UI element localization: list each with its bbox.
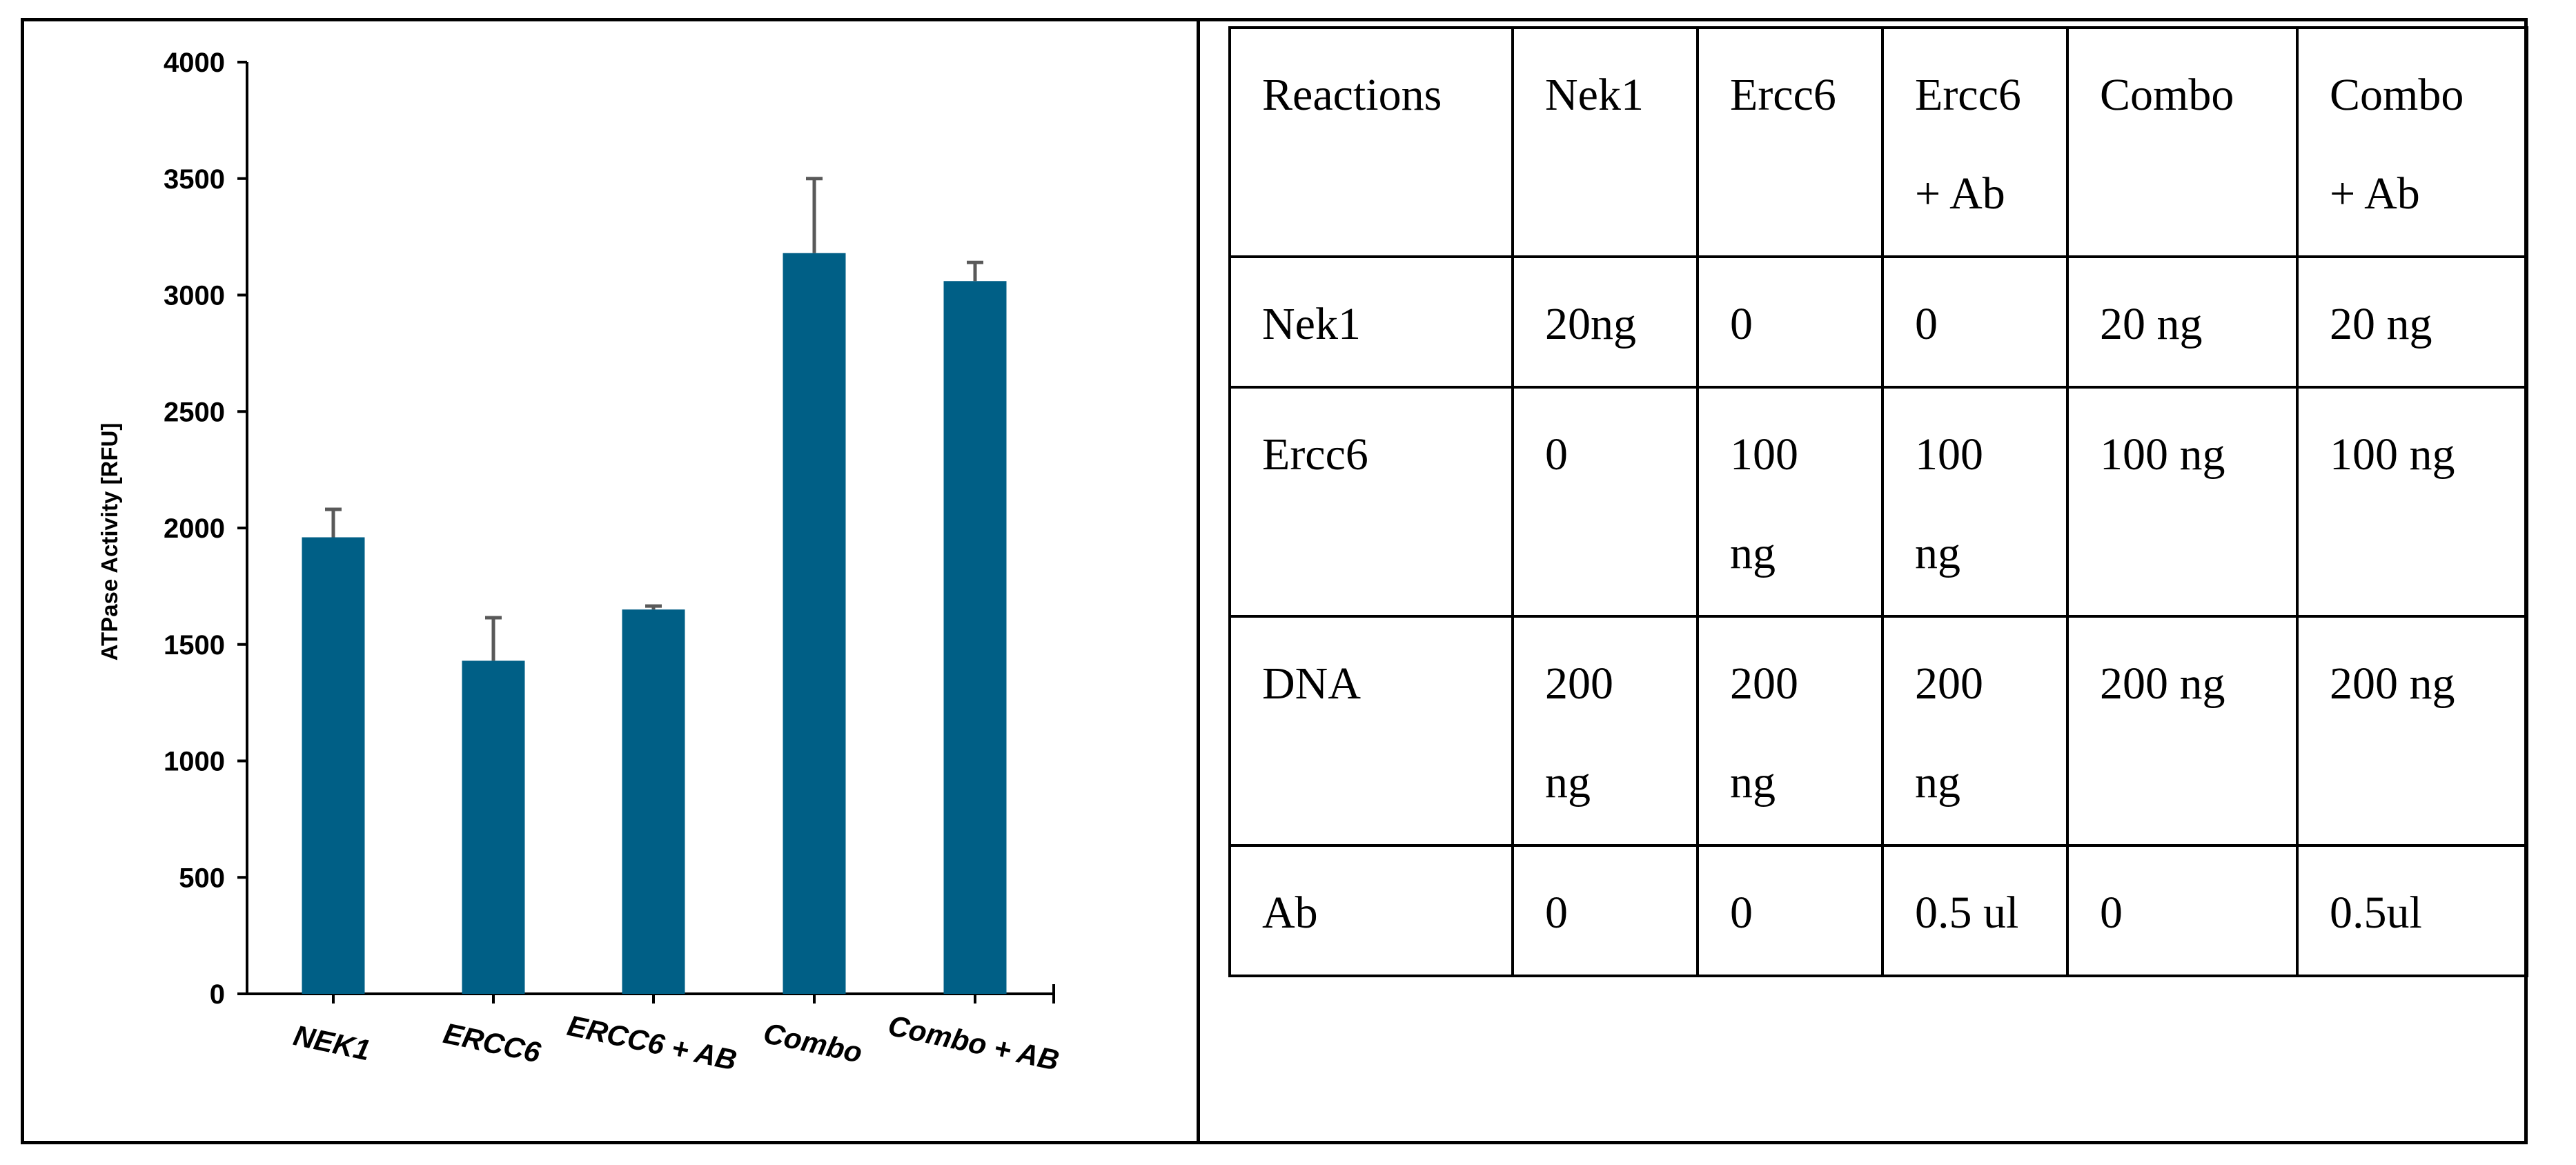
- y-tick-label: 1000: [164, 747, 225, 777]
- category-label-2: ERCC6 + AB: [564, 1009, 740, 1077]
- cell-text: Ab: [1262, 888, 1318, 938]
- cell-text: 100 ng: [2100, 429, 2225, 480]
- table-row: Ercc6 0 100 ng 100 ng 100 ng 100 ng: [1228, 386, 2528, 618]
- cell-text: 0.5ul: [2330, 888, 2422, 938]
- cell-text: 200 ng: [2100, 658, 2225, 709]
- table-header-cell: Ercc6 + Ab: [1881, 26, 2069, 258]
- y-tick-label: 4000: [164, 48, 225, 78]
- y-tick-label: 3500: [164, 164, 225, 195]
- table-cell: 0: [1511, 844, 1699, 977]
- bar-chart: 0 500 1000 1500 2000 2500 3000 3500 4000 ATPase …: [97, 48, 1062, 1077]
- cell-text: 20ng: [1545, 299, 1636, 349]
- category-label-3: Combo: [760, 1017, 865, 1069]
- category-label-1: ERCC6: [440, 1017, 544, 1069]
- cell-text: Nek1: [1262, 299, 1361, 349]
- cell-text: DNA: [1262, 658, 1361, 709]
- cell-text: 200: [1915, 658, 1983, 709]
- y-tick-label: 2500: [164, 397, 225, 427]
- cell-text: ng: [1730, 528, 1776, 578]
- cell-text: Ercc6: [1262, 429, 1368, 480]
- panel-divider: [1197, 18, 1200, 1144]
- table-cell: DNA: [1228, 615, 1514, 847]
- table-row: Ab 0 0 0.5 ul 0 0.5ul: [1228, 844, 2528, 977]
- table-cell: 0: [1696, 844, 1884, 977]
- chart-panel: 0 500 1000 1500 2000 2500 3000 3500 4000 ATPase …: [24, 21, 1197, 1141]
- cell-text: 100 ng: [2330, 429, 2455, 480]
- cell-text: 0: [1730, 299, 1753, 349]
- cell-text: 0: [1545, 888, 1568, 938]
- cell-text: Combo: [2330, 70, 2464, 120]
- table-cell: 0.5ul: [2296, 844, 2528, 977]
- cell-text: 200: [1730, 658, 1798, 709]
- category-label-4: Combo + AB: [885, 1009, 1062, 1077]
- table-cell: 200 ng: [2296, 615, 2528, 847]
- cell-text: 0: [1730, 888, 1753, 938]
- table-cell: 0: [1696, 255, 1884, 389]
- cell-text: Reactions: [1262, 70, 1442, 120]
- table-cell: 200 ng: [1696, 615, 1884, 847]
- cell-text: 20 ng: [2330, 299, 2432, 349]
- y-tick-label: 500: [179, 863, 225, 893]
- cell-text: ng: [1730, 757, 1776, 807]
- cell-text: 0: [1545, 429, 1568, 480]
- cell-text: Ercc6: [1730, 70, 1836, 120]
- cell-text: 20 ng: [2100, 299, 2203, 349]
- table-cell: 0: [1511, 386, 1699, 618]
- cell-text: ng: [1545, 757, 1591, 807]
- cell-text: Combo: [2100, 70, 2234, 120]
- table-header-cell: Nek1: [1511, 26, 1699, 258]
- cell-text: + Ab: [2330, 168, 2420, 219]
- bar-3: [783, 253, 846, 994]
- cell-text: ng: [1915, 757, 1960, 807]
- cell-text: 200: [1545, 658, 1613, 709]
- table-cell: 20ng: [1511, 255, 1699, 389]
- cell-text: 0.5 ul: [1915, 888, 2019, 938]
- table-cell: 0.5 ul: [1881, 844, 2069, 977]
- cell-text: 100: [1915, 429, 1983, 480]
- table-cell: Ercc6: [1228, 386, 1514, 618]
- table-header-cell: Ercc6: [1696, 26, 1884, 258]
- bar-2: [622, 609, 685, 994]
- table-cell: 100 ng: [2296, 386, 2528, 618]
- table-header-cell: Combo: [2066, 26, 2299, 258]
- category-label-0: NEK1: [291, 1019, 373, 1066]
- cell-text: Ercc6: [1915, 70, 2021, 120]
- table-cell: 20 ng: [2066, 255, 2299, 389]
- table-cell: 0: [1881, 255, 2069, 389]
- table-cell: 0: [2066, 844, 2299, 977]
- table-row: DNA 200 ng 200 ng 200 ng 200 ng 200 ng: [1228, 615, 2528, 847]
- bar-0: [302, 537, 365, 994]
- table-cell: 100 ng: [1696, 386, 1884, 618]
- bar-1: [462, 660, 525, 994]
- table-cell: 100 ng: [2066, 386, 2299, 618]
- table-row: Nek1 20ng 0 0 20 ng 20 ng: [1228, 255, 2528, 389]
- table-cell: 200 ng: [1881, 615, 2069, 847]
- cell-text: 0: [2100, 888, 2123, 938]
- cell-text: ng: [1915, 528, 1960, 578]
- table-cell: 100 ng: [1881, 386, 2069, 618]
- y-tick-label: 2000: [164, 513, 225, 544]
- cell-text: 100: [1730, 429, 1798, 480]
- reactions-table-panel: Reactions Nek1 Ercc6 Ercc6 + Ab Combo Combo + A…: [1228, 26, 2528, 977]
- bar-4: [943, 281, 1007, 994]
- y-tick-label: 3000: [164, 281, 225, 311]
- table-header-row: Reactions Nek1 Ercc6 Ercc6 + Ab Combo Combo + A…: [1228, 26, 2528, 258]
- cell-text: 200 ng: [2330, 658, 2455, 709]
- reactions-table: Reactions Nek1 Ercc6 Ercc6 + Ab Combo Combo + A…: [1228, 26, 2528, 977]
- table-header-cell: Combo + Ab: [2296, 26, 2528, 258]
- y-tick-label: 0: [210, 979, 225, 1010]
- table-cell: 200 ng: [1511, 615, 1699, 847]
- y-axis-label: ATPase Activity [RFU]: [97, 423, 122, 661]
- cell-text: 0: [1915, 299, 1938, 349]
- table-header-cell: Reactions: [1228, 26, 1514, 258]
- table-cell: Nek1: [1228, 255, 1514, 389]
- cell-text: Nek1: [1545, 70, 1644, 120]
- cell-text: + Ab: [1915, 168, 2005, 219]
- table-cell: Ab: [1228, 844, 1514, 977]
- table-cell: 200 ng: [2066, 615, 2299, 847]
- y-tick-label: 1500: [164, 630, 225, 660]
- table-cell: 20 ng: [2296, 255, 2528, 389]
